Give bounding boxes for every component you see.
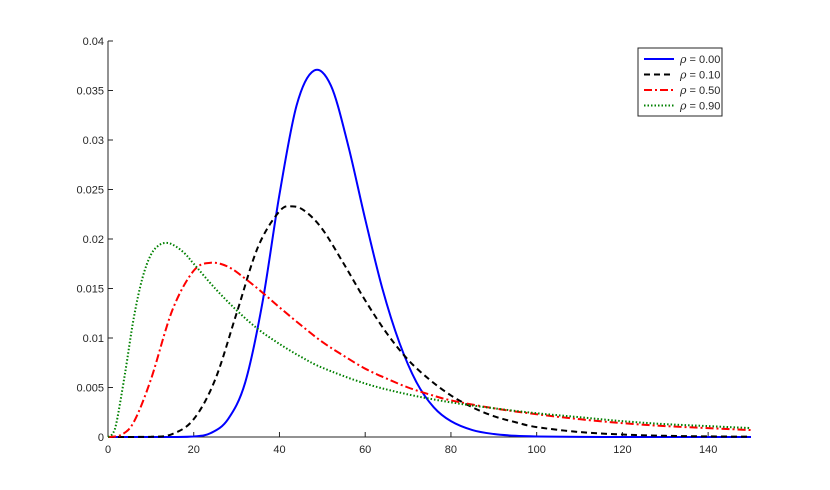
- y-tick-label: 0.01: [83, 333, 104, 345]
- x-tick-label: 0: [105, 444, 111, 456]
- series-line-3: [107, 241, 752, 438]
- legend-symbol: ρ: [679, 100, 687, 113]
- x-tick-label: 140: [699, 444, 717, 456]
- y-tick-label: 0.005: [76, 383, 104, 395]
- axes: 0 20 40 60 80 100 120 140 0 0.005 0.01 0.015 0.02 0.0…: [76, 36, 751, 456]
- legend-symbol: ρ: [679, 69, 687, 82]
- plot-series: [107, 68, 752, 439]
- x-tick-label: 80: [445, 444, 457, 456]
- legend-label-1: ρ = 0.10: [679, 69, 720, 82]
- y-tick-label: 0.04: [83, 36, 104, 48]
- x-tick-label: 20: [188, 444, 200, 456]
- x-tick-label: 40: [273, 444, 285, 456]
- x-tick-label: 100: [527, 444, 545, 456]
- y-tick-label: 0.015: [76, 284, 104, 296]
- legend-value: = 0.50: [686, 85, 720, 97]
- legend-label-0: ρ = 0.00: [679, 53, 720, 66]
- y-tick-label: 0.035: [76, 86, 104, 98]
- x-tick-label: 120: [613, 444, 631, 456]
- legend-label-2: ρ = 0.50: [679, 84, 720, 97]
- y-tick-label: 0.02: [83, 234, 104, 246]
- legend-label-3: ρ = 0.90: [679, 100, 720, 113]
- legend-value: = 0.00: [686, 54, 720, 66]
- series-line-1: [107, 205, 752, 438]
- legend-value: = 0.90: [686, 101, 720, 113]
- legend-value: = 0.10: [686, 70, 720, 82]
- y-tick-label: 0: [98, 432, 104, 444]
- y-tick-label: 0.025: [76, 185, 104, 197]
- series-line-2: [107, 261, 752, 438]
- legend-symbol: ρ: [679, 53, 687, 66]
- legend: ρ = 0.00ρ = 0.10ρ = 0.50ρ = 0.90: [637, 47, 723, 117]
- series-line-0: [108, 68, 751, 439]
- legend-symbol: ρ: [679, 84, 687, 97]
- x-tick-label: 60: [359, 444, 371, 456]
- y-tick-label: 0.03: [83, 135, 104, 147]
